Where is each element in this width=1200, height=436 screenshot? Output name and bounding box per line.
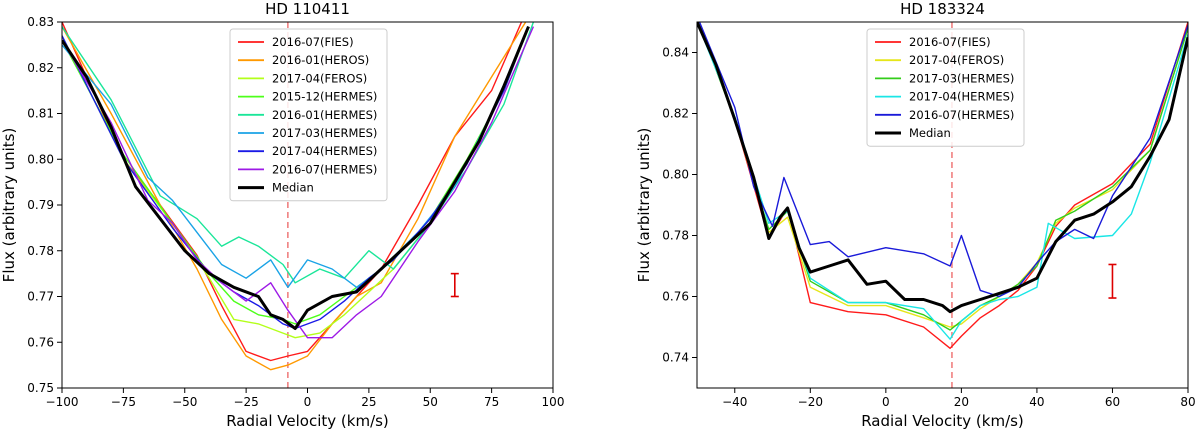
y-tick-label: 0.74 <box>662 351 689 365</box>
y-axis-label: Flux (arbitrary units) <box>635 128 653 283</box>
legend-label: 2017-04(FEROS) <box>909 53 1004 67</box>
x-tick-label: −75 <box>111 395 136 409</box>
legend-box <box>866 28 1025 147</box>
series-line-2016-07-fies- <box>62 22 523 362</box>
legend-label: Median <box>909 126 951 140</box>
chart-1: HD 110411 −100 −75 −50 −25 0 25 50 75 100 0.75 0.76… <box>0 0 564 430</box>
x-tick-label: −100 <box>46 395 79 409</box>
y-tick-label: 0.77 <box>27 290 54 304</box>
y-tick-label: 0.84 <box>662 46 689 60</box>
series-line-2017-03-hermes- <box>62 26 530 288</box>
plot-frame <box>696 21 1189 389</box>
x-tick-label: −40 <box>722 395 747 409</box>
y-tick-label: 0.78 <box>27 244 54 258</box>
series-line-2016-07-hermes- <box>698 22 1188 298</box>
legend-label: 2016-01(HERMES) <box>272 108 377 122</box>
legend-label: 2015-12(HERMES) <box>272 90 377 104</box>
x-tick-label: 0 <box>304 395 312 409</box>
error-bar <box>450 272 459 298</box>
x-tick-label: −20 <box>798 395 823 409</box>
series-line-median <box>697 22 1188 314</box>
chart-title: HD 110411 <box>265 0 350 18</box>
legend-label: 2017-04(HERMES) <box>909 90 1014 104</box>
x-tick-label: 100 <box>542 395 565 409</box>
series-group <box>697 22 1188 388</box>
series-line-2016-01-heros- <box>62 22 527 371</box>
x-tick-label: 0 <box>882 395 890 409</box>
x-axis-label: Radial Velocity (km/s) <box>226 412 389 430</box>
x-axis-label: Radial Velocity (km/s) <box>861 412 1024 430</box>
y-tick-label: 0.81 <box>27 107 54 121</box>
y-tick-label: 0.75 <box>27 381 54 395</box>
plot-frame <box>61 21 554 389</box>
legend-label: 2017-03(HERMES) <box>909 71 1014 85</box>
x-tick-label: 75 <box>484 395 499 409</box>
chart-title: HD 183324 <box>900 0 985 18</box>
series-line-2015-12-hermes- <box>62 26 530 325</box>
legend-label: 2016-01(HEROS) <box>272 53 369 67</box>
y-tick-label: 0.82 <box>662 107 689 121</box>
legend: 2016-07(FIES) 2017-04(FEROS) 2017-03(HERME… <box>866 28 1025 147</box>
legend-box <box>229 28 388 202</box>
x-tick-label: 60 <box>1105 395 1120 409</box>
series-line-2017-04-feros- <box>697 22 1188 328</box>
legend-label: 2016-07(HERMES) <box>272 162 377 176</box>
x-tick-label: −50 <box>172 395 197 409</box>
legend-label: 2016-07(FIES) <box>909 35 991 49</box>
legend: 2016-07(FIES) 2016-01(HEROS) 2017-04(FEROS… <box>229 28 388 202</box>
x-tick-label: 80 <box>1180 395 1195 409</box>
legend-label: Median <box>272 181 314 195</box>
legend-label: 2016-07(HERMES) <box>909 108 1014 122</box>
error-bar <box>1108 263 1117 299</box>
x-tick-label: −25 <box>233 395 258 409</box>
legend-label: 2017-03(HERMES) <box>272 126 377 140</box>
legend-label: 2016-07(FIES) <box>272 35 354 49</box>
series-line-median <box>62 26 530 330</box>
x-tick-label: 50 <box>423 395 438 409</box>
y-axis-label: Flux (arbitrary units) <box>0 128 18 283</box>
series-group <box>62 22 535 388</box>
y-tick-label: 0.76 <box>662 290 689 304</box>
y-tick-label: 0.79 <box>27 198 54 212</box>
x-tick-label: 20 <box>954 395 969 409</box>
x-tick-label: 25 <box>361 395 376 409</box>
y-tick-label: 0.80 <box>27 152 54 166</box>
y-tick-label: 0.82 <box>27 61 54 75</box>
y-tick-label: 0.76 <box>27 335 54 349</box>
y-tick-label: 0.78 <box>662 229 689 243</box>
legend-label: 2017-04(HERMES) <box>272 144 377 158</box>
x-tick-label: 40 <box>1029 395 1044 409</box>
legend-label: 2017-04(FEROS) <box>272 71 367 85</box>
chart-2: HD 183324 −40 −20 0 20 40 60 80 0.74 0.76 0.78 0.80… <box>635 0 1196 430</box>
y-tick-label: 0.80 <box>662 168 689 182</box>
y-tick-label: 0.83 <box>27 15 54 29</box>
